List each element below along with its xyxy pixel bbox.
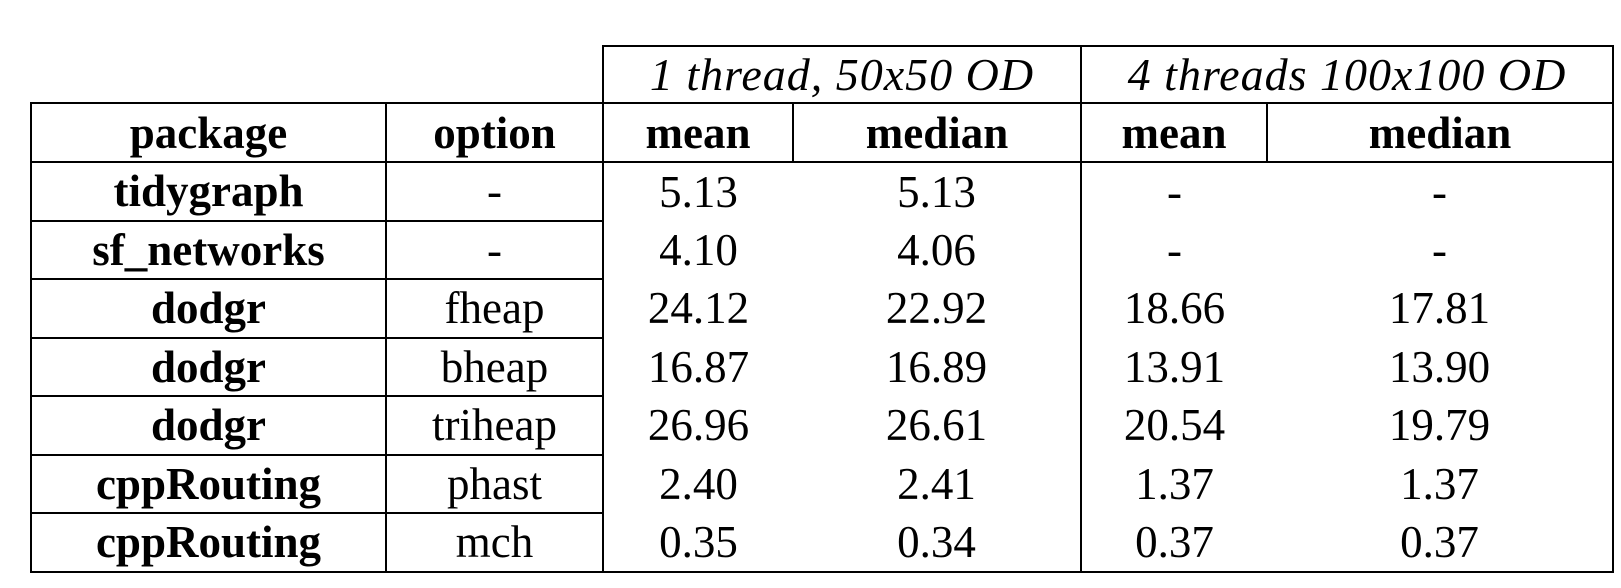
table-row: cppRouting mch 0.35 0.34 0.37 0.37 <box>30 513 1614 573</box>
value-cell: - <box>1167 224 1182 275</box>
value-cell: 20.54 <box>1123 400 1226 451</box>
value-cell: 0.34 <box>793 513 1082 573</box>
option-cell: fheap <box>386 279 604 339</box>
package-cell: dodgr <box>30 337 387 397</box>
package-cell: cppRouting <box>30 513 387 573</box>
value-cell: 1.37 <box>1267 454 1614 513</box>
spanner-blank-cell <box>31 46 603 103</box>
table-row: dodgr bheap 16.87 16.89 13.91 13.90 <box>30 337 1614 397</box>
value-cell: 16.87 <box>647 341 750 392</box>
value-cell: 0.37 <box>1267 513 1614 573</box>
value-cell: 19.79 <box>1267 396 1614 455</box>
value-cell: 13.91 <box>1123 341 1226 392</box>
column-header-row: package option mean median mean median <box>30 102 1614 163</box>
option-cell: - <box>386 220 604 280</box>
value-cell: 13.90 <box>1267 337 1614 396</box>
table-row: cppRouting phast 2.40 2.41 1.37 1.37 <box>30 454 1614 514</box>
group-header-1-thread: 1 thread, 50x50 OD <box>602 45 1082 103</box>
option-cell: bheap <box>386 337 604 397</box>
value-cell: 4.06 <box>793 220 1082 279</box>
col-header-option: option <box>386 102 604 163</box>
option-cell: phast <box>386 454 604 514</box>
col-header-mean-1: mean <box>603 102 794 163</box>
value-cell: 16.89 <box>793 337 1082 396</box>
value-cell: - <box>1167 166 1182 217</box>
value-cell: - <box>1267 162 1614 221</box>
value-cell: 0.35 <box>603 513 793 573</box>
option-cell: triheap <box>386 396 604 456</box>
table-row: sf_networks - 4.10 4.06 - - <box>30 220 1614 280</box>
value-cell: - <box>1267 220 1614 279</box>
value-cell: 2.41 <box>793 454 1082 513</box>
value-cell: 18.66 <box>1123 283 1226 334</box>
value-cell: 5.13 <box>793 162 1082 221</box>
col-header-package: package <box>30 102 387 163</box>
option-cell: mch <box>386 513 604 573</box>
col-header-median-4: median <box>1267 102 1614 163</box>
value-cell: 0.37 <box>1081 513 1267 573</box>
value-cell: 1.37 <box>1135 458 1214 509</box>
value-cell: 26.61 <box>793 396 1082 455</box>
value-cell: 26.96 <box>647 400 750 451</box>
table-row: dodgr triheap 26.96 26.61 20.54 19.79 <box>30 396 1614 456</box>
package-cell: cppRouting <box>30 454 387 514</box>
benchmark-table: 1 thread, 50x50 OD 4 threads 100x100 OD … <box>30 45 1614 573</box>
package-cell: dodgr <box>30 279 387 339</box>
value-cell: 24.12 <box>647 283 750 334</box>
value-cell: 17.81 <box>1267 279 1614 338</box>
value-cell: 5.13 <box>659 166 738 217</box>
group-header-row: 1 thread, 50x50 OD 4 threads 100x100 OD <box>31 45 1614 103</box>
col-header-mean-4: mean <box>1081 102 1268 163</box>
group-header-4-threads: 4 threads 100x100 OD <box>1081 45 1614 103</box>
package-cell: dodgr <box>30 396 387 456</box>
value-cell: 2.40 <box>659 458 738 509</box>
package-cell: tidygraph <box>30 162 387 222</box>
value-cell: 4.10 <box>659 224 738 275</box>
col-header-median-1: median <box>793 102 1082 163</box>
package-cell: sf_networks <box>30 220 387 280</box>
option-cell: - <box>386 162 604 222</box>
value-cell: 22.92 <box>793 279 1082 338</box>
table-row: tidygraph - 5.13 5.13 - - <box>30 162 1614 222</box>
table-row: dodgr fheap 24.12 22.92 18.66 17.81 <box>30 279 1614 339</box>
